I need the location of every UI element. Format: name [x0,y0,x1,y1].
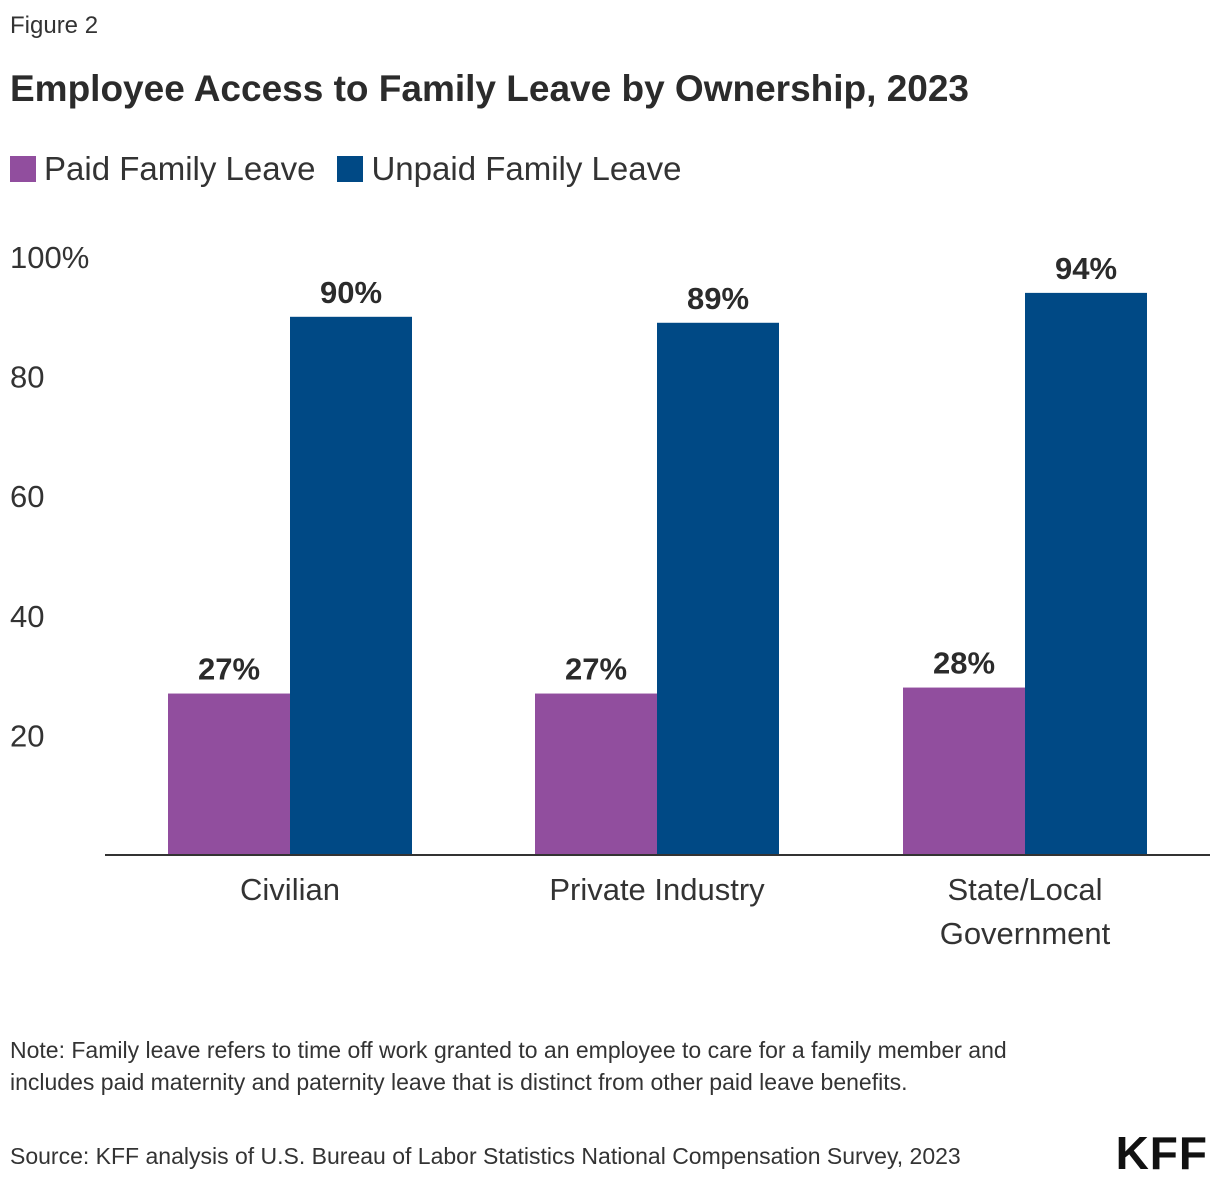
y-tick-label: 40 [10,599,44,634]
legend: Paid Family Leave Unpaid Family Leave [10,150,703,188]
legend-item-unpaid: Unpaid Family Leave [337,150,681,188]
data-label: 90% [320,275,382,310]
kff-logo: KFF [1115,1127,1208,1179]
data-label: 27% [198,652,260,687]
x-category-label: Civilian [240,872,340,907]
figure-label: Figure 2 [10,12,99,39]
y-tick-label: 60 [10,479,44,514]
bar-unpaid [290,316,412,855]
bar-unpaid [1025,292,1147,855]
x-category-label: Private Industry [549,872,765,907]
legend-label-paid: Paid Family Leave [44,150,316,187]
data-label: 89% [687,281,749,316]
legend-swatch-paid [10,156,36,182]
bar-chart: 20 40 60 80 100% 27% 27% 28% 90% 89% 94% Civilian Pr… [10,240,1210,951]
legend-swatch-unpaid [337,156,364,182]
y-tick-label: 100% [10,240,89,275]
bar-paid [903,687,1025,855]
bar-paid [168,693,290,855]
y-tick-label: 20 [10,718,44,753]
data-label: 94% [1055,251,1117,286]
chart-title: Employee Access to Family Leave by Owner… [10,68,970,109]
y-tick-label: 80 [10,360,44,395]
data-label: 27% [565,652,627,687]
x-category-label: State/Local Government [940,872,1111,951]
legend-item-paid: Paid Family Leave [10,150,315,188]
bar-unpaid [657,322,779,855]
legend-label-unpaid: Unpaid Family Leave [371,150,682,187]
data-label: 28% [933,646,995,681]
chart-source: Source: KFF analysis of U.S. Bureau of L… [10,1143,961,1169]
chart-note: Note: Family leave refers to time off wo… [10,1037,1007,1095]
bar-paid [535,693,657,855]
